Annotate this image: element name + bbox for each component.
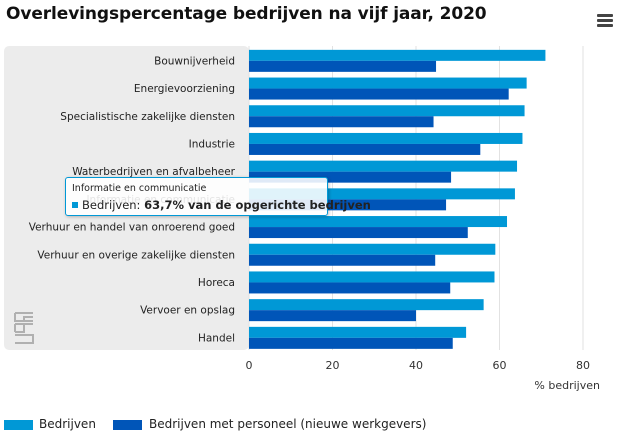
bar-bedrijven-met-personeel[interactable] bbox=[249, 254, 436, 266]
category-label: Verhuur en handel van onroerend goed bbox=[29, 222, 235, 234]
category-label: Waterbedrijven en afvalbeheer bbox=[72, 166, 235, 178]
x-tick-label: 0 bbox=[246, 359, 253, 372]
bar-bedrijven-met-personeel[interactable] bbox=[249, 116, 434, 128]
legend-swatch bbox=[113, 420, 142, 430]
bar-bedrijven-met-personeel[interactable] bbox=[249, 337, 453, 349]
bar-bedrijven-met-personeel[interactable] bbox=[249, 88, 509, 100]
bar-bedrijven[interactable] bbox=[249, 188, 515, 200]
bar-bedrijven[interactable] bbox=[249, 77, 527, 89]
category-label: Energievoorziening bbox=[134, 83, 235, 95]
legend-label: Bedrijven met personeel (nieuwe werkgeve… bbox=[149, 417, 427, 431]
bar-bedrijven-met-personeel[interactable] bbox=[249, 199, 447, 211]
bar-bedrijven[interactable] bbox=[249, 105, 525, 117]
bar-bedrijven-met-personeel[interactable] bbox=[249, 227, 468, 239]
bar-bedrijven[interactable] bbox=[249, 243, 496, 255]
tooltip-value-line: Bedrijven: 63,7% van de opgerichte bedri… bbox=[72, 198, 371, 212]
bar-bedrijven[interactable] bbox=[249, 299, 484, 311]
hamburger-menu-icon[interactable] bbox=[597, 14, 613, 28]
category-label: Horeca bbox=[198, 277, 235, 289]
bar-bedrijven-met-personeel[interactable] bbox=[249, 171, 452, 183]
bar-bedrijven-met-personeel[interactable] bbox=[249, 143, 481, 155]
bar-bedrijven[interactable] bbox=[249, 326, 467, 338]
bar-bedrijven[interactable] bbox=[249, 132, 523, 144]
tooltip: Informatie en communicatie Bedrijven: 63… bbox=[65, 177, 371, 216]
legend-label: Bedrijven bbox=[39, 417, 96, 431]
category-label: Specialistische zakelijke diensten bbox=[60, 111, 235, 123]
legend-swatch bbox=[4, 420, 33, 430]
bar-bedrijven[interactable] bbox=[249, 271, 495, 283]
bar-bedrijven-met-personeel[interactable] bbox=[249, 60, 437, 72]
x-tick-label: 20 bbox=[326, 359, 340, 372]
bar-bedrijven-met-personeel[interactable] bbox=[249, 310, 416, 322]
x-axis-label: % bedrijven bbox=[534, 379, 600, 392]
tooltip-value: 63,7% van de opgerichte bedrijven bbox=[144, 198, 371, 212]
x-tick-label: 40 bbox=[409, 359, 423, 372]
category-label: Handel bbox=[198, 332, 235, 344]
bar-bedrijven-met-personeel[interactable] bbox=[249, 282, 451, 294]
tooltip-category: Informatie en communicatie bbox=[72, 183, 207, 194]
category-label: Verhuur en overige zakelijke diensten bbox=[37, 249, 235, 261]
x-tick-label: 80 bbox=[576, 359, 590, 372]
cbs-logo-icon bbox=[14, 312, 34, 344]
category-label: Vervoer en opslag bbox=[140, 305, 235, 317]
x-tick-label: 60 bbox=[493, 359, 507, 372]
tooltip-series-marker bbox=[72, 202, 78, 208]
x-tick-labels: 0 20 40 60 80 bbox=[246, 359, 591, 372]
chart-title: Overlevingspercentage bedrijven na vijf … bbox=[6, 4, 487, 24]
bar-bedrijven[interactable] bbox=[249, 160, 518, 172]
bars bbox=[249, 49, 546, 349]
category-label: Bouwnijverheid bbox=[154, 55, 235, 67]
category-label: Industrie bbox=[189, 138, 235, 150]
bar-bedrijven[interactable] bbox=[249, 216, 508, 228]
bar-bedrijven[interactable] bbox=[249, 49, 546, 61]
tooltip-series-label: Bedrijven: bbox=[82, 198, 141, 212]
